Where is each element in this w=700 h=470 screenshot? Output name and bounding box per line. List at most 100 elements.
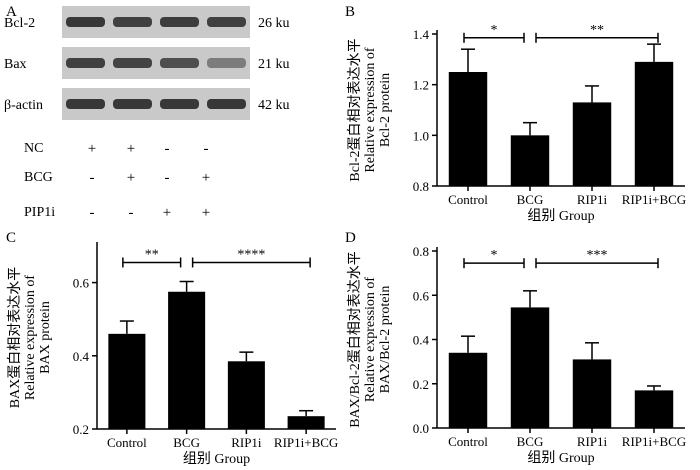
y-axis-label: Relative expression of [363, 277, 378, 403]
significance-label: ** [145, 247, 159, 262]
significance-label: * [491, 23, 498, 38]
bar [168, 291, 206, 429]
x-tick-label: RIP1i [231, 435, 262, 450]
blot-treatment-rows: NC + + - - BCG - + - + PIP1i - - + + [24, 141, 210, 221]
blot-band [113, 58, 152, 68]
y-tick-label: 0.6 [73, 276, 90, 291]
blot-band [66, 99, 105, 109]
treatment-row-label: NC [24, 141, 43, 156]
treatment-sign: + [88, 141, 96, 157]
treatment-sign: - [204, 141, 209, 157]
panel-c-letter: C [6, 230, 16, 246]
panel-d-letter: D [345, 230, 356, 246]
x-tick-label: RIP1i [577, 192, 608, 207]
blot-band-size: 42 ku [258, 98, 290, 113]
blot-band-label: Bcl-2 [4, 16, 35, 31]
bar [287, 416, 325, 429]
blot-bands: Bcl-2 26 ku Bax 21 ku β-actin 42 ku [4, 6, 290, 120]
x-axis-label: 组别 Group [527, 450, 594, 466]
significance-label: **** [237, 247, 265, 262]
bar [510, 135, 550, 186]
treatment-sign: - [90, 170, 95, 186]
blot-band [113, 99, 152, 109]
panel-c-chart: C BAX蛋白相对表达水平 Relative expression of BAX p… [6, 230, 338, 467]
panel-b-letter: B [345, 4, 355, 20]
blot-band [207, 58, 246, 68]
y-axis-label: BAX protein [38, 301, 53, 374]
x-tick-label: RIP1i [577, 434, 608, 449]
y-tick-label: 0.4 [413, 333, 430, 348]
treatment-sign: - [165, 141, 170, 157]
bar [634, 61, 674, 186]
treatment-sign: - [129, 205, 134, 221]
blot-band-label: Bax [4, 57, 27, 72]
x-tick-label: BCG [173, 435, 200, 450]
treatment-sign: + [127, 170, 135, 186]
x-tick-label: Control [107, 435, 147, 450]
blot-band [66, 58, 105, 68]
x-tick-label: Control [448, 192, 488, 207]
x-tick-label: BCG [517, 434, 544, 449]
chart-b: Bcl-2蛋白相对表达水平 Relative expression of Bcl-2… [347, 23, 686, 224]
bar [108, 333, 146, 429]
y-axis-label: BAX/Bcl-2蛋白相对表达水平 [347, 251, 363, 428]
significance-label: * [491, 248, 498, 263]
y-tick-label: 0.6 [413, 288, 430, 303]
y-tick-label: 1.2 [413, 78, 429, 93]
x-tick-label: RIP1i+BCG [274, 435, 338, 450]
blot-band-size: 26 ku [258, 16, 290, 31]
panel-d-chart: D BAX/Bcl-2蛋白相对表达水平 Relative expression o… [345, 230, 686, 466]
x-tick-label: RIP1i+BCG [622, 192, 686, 207]
blot-band [66, 17, 105, 27]
treatment-sign: - [165, 170, 170, 186]
y-tick-label: 0.8 [413, 179, 429, 194]
treatment-row-label: BCG [24, 170, 53, 185]
y-tick-label: 0.0 [413, 421, 429, 436]
panel-a-letter: A [6, 4, 17, 20]
y-axis-label: Relative expression of [363, 47, 378, 173]
blot-band [207, 17, 246, 27]
bar [448, 72, 488, 186]
blot-band [113, 17, 152, 27]
x-tick-label: RIP1i+BCG [622, 434, 686, 449]
y-tick-label: 0.2 [413, 377, 429, 392]
x-tick-label: Control [448, 434, 488, 449]
blot-band [160, 58, 199, 68]
y-axis-label: BAX/Bcl-2 protein [378, 286, 393, 394]
treatment-sign: + [202, 205, 210, 221]
bar [572, 359, 612, 428]
blot-band [207, 99, 246, 109]
panel-a-western-blot: A Bcl-2 26 ku Bax 21 ku β-actin 42 ku NC + + - - B… [4, 4, 290, 221]
treatment-row-label: PIP1i [24, 205, 55, 220]
y-tick-label: 0.4 [73, 349, 90, 364]
significance-label: *** [587, 248, 608, 263]
y-tick-label: 1.4 [413, 27, 430, 42]
y-axis-label: Bcl-2 protein [378, 73, 393, 147]
bar [227, 361, 265, 429]
x-axis-label: 组别 Group [183, 451, 250, 467]
y-tick-label: 1.0 [413, 128, 429, 143]
blot-band [160, 17, 199, 27]
y-axis-label: BAX蛋白相对表达水平 [7, 267, 23, 409]
bar [510, 307, 550, 428]
x-axis-label: 组别 Group [527, 208, 594, 224]
blot-band-size: 21 ku [258, 57, 290, 72]
treatment-sign: + [163, 205, 171, 221]
treatment-sign: - [90, 205, 95, 221]
chart-d: BAX/Bcl-2蛋白相对表达水平 Relative expression of B… [347, 244, 686, 466]
treatment-sign: + [127, 141, 135, 157]
bar [634, 390, 674, 428]
y-tick-label: 0.8 [413, 244, 429, 259]
y-axis-label: Bcl-2蛋白相对表达水平 [347, 38, 363, 181]
treatment-sign: + [202, 170, 210, 186]
panel-b-chart: B Bcl-2蛋白相对表达水平 Relative expression of Bcl… [345, 4, 686, 224]
chart-c: BAX蛋白相对表达水平 Relative expression of BAX pro… [7, 242, 338, 467]
y-axis-label: Relative expression of [23, 275, 38, 401]
blot-band [160, 99, 199, 109]
x-tick-label: BCG [517, 192, 544, 207]
bar [572, 102, 612, 186]
blot-band-label: β-actin [4, 98, 43, 113]
bar [448, 352, 488, 428]
y-tick-label: 0.2 [73, 422, 89, 437]
